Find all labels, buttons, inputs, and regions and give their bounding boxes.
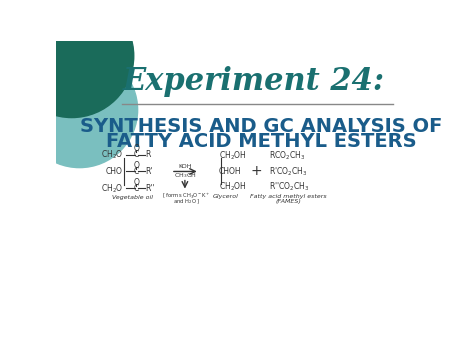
Text: C: C (134, 184, 139, 193)
Text: +: + (250, 165, 262, 178)
Text: Experiment 24:: Experiment 24: (123, 66, 385, 97)
Text: RCO$_2$CH$_3$: RCO$_2$CH$_3$ (270, 150, 306, 162)
Text: R''CO$_2$CH$_3$: R''CO$_2$CH$_3$ (270, 180, 310, 193)
Text: CH$_2$OH: CH$_2$OH (219, 180, 247, 193)
Text: R'CO$_2$CH$_3$: R'CO$_2$CH$_3$ (270, 165, 308, 178)
Text: O: O (133, 144, 139, 153)
Text: O: O (133, 161, 139, 170)
Text: C: C (134, 167, 139, 176)
Text: FATTY ACID METHYL ESTERS: FATTY ACID METHYL ESTERS (106, 132, 417, 151)
Text: R: R (145, 150, 151, 159)
Text: Glycerol: Glycerol (212, 194, 238, 199)
Text: CHO: CHO (106, 167, 123, 176)
Text: C: C (134, 150, 139, 159)
Text: and H$_2$O ]: and H$_2$O ] (173, 197, 200, 206)
Text: O: O (133, 178, 139, 187)
Text: SYNTHESIS AND GC ANALYSIS OF: SYNTHESIS AND GC ANALYSIS OF (81, 117, 443, 136)
Text: R'': R'' (145, 184, 155, 193)
Text: R': R' (145, 167, 153, 176)
Text: KOH: KOH (179, 164, 192, 169)
Text: Fatty acid methyl esters: Fatty acid methyl esters (251, 194, 327, 199)
Text: CH$_2$OH: CH$_2$OH (219, 150, 247, 162)
Text: CHOH: CHOH (219, 167, 242, 176)
Text: (FAMES): (FAMES) (276, 199, 302, 204)
Text: CH$_2$O: CH$_2$O (101, 182, 123, 195)
Circle shape (22, 52, 138, 168)
Text: Vegetable oil: Vegetable oil (112, 195, 153, 200)
Text: [ forms CH$_3$O$^-$K$^+$: [ forms CH$_3$O$^-$K$^+$ (162, 191, 211, 201)
Text: CH$_3$OH: CH$_3$OH (174, 171, 197, 180)
Text: CH$_2$O: CH$_2$O (101, 148, 123, 161)
Circle shape (10, 0, 134, 118)
